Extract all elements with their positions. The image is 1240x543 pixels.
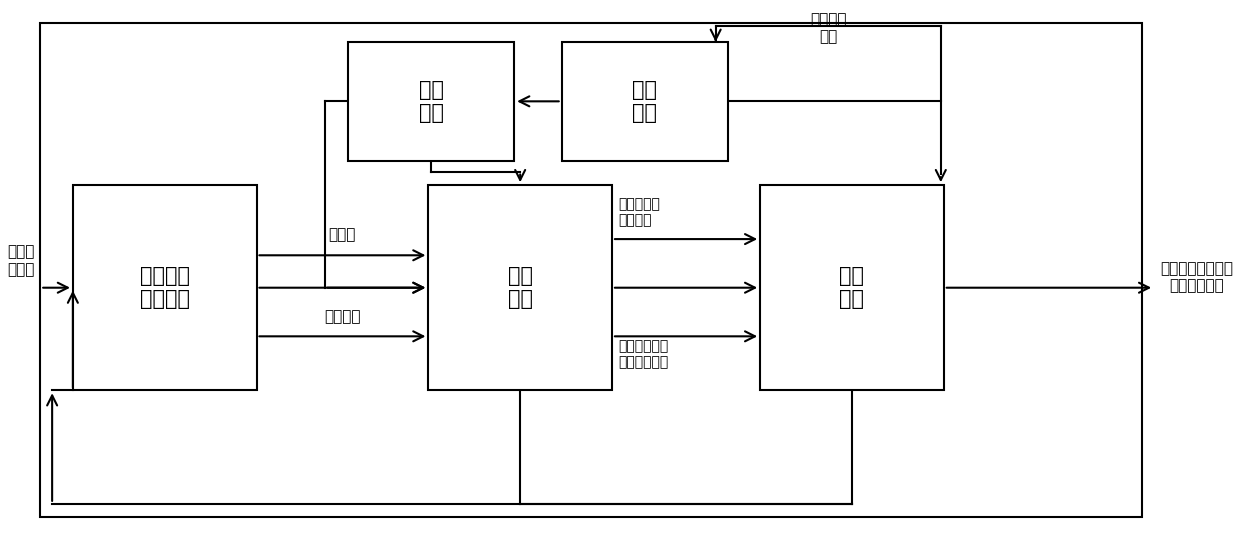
Text: 供热负荷
预报方法: 供热负荷 预报方法 <box>140 266 190 310</box>
Bar <box>760 185 944 390</box>
Text: 二级网循环水
泵变频器频率: 二级网循环水 泵变频器频率 <box>618 339 668 369</box>
Bar <box>562 42 728 161</box>
Text: 对象
模型: 对象 模型 <box>839 266 864 310</box>
Bar <box>73 185 257 390</box>
Text: 二级网供回水温度
和二级网流量: 二级网供回水温度 和二级网流量 <box>1159 261 1233 293</box>
Text: 前馈
补偿: 前馈 补偿 <box>419 80 444 123</box>
Bar <box>428 185 613 390</box>
Text: 一级网流量
阀门开度: 一级网流量 阀门开度 <box>618 197 660 227</box>
Bar <box>348 42 515 161</box>
Text: 供热负
荷序列: 供热负 荷序列 <box>7 244 35 277</box>
Text: 模型
辨识: 模型 辨识 <box>632 80 657 123</box>
Text: 环境参数
扰动: 环境参数 扰动 <box>810 12 847 45</box>
Text: 参考值: 参考值 <box>329 227 356 242</box>
Text: 预测
控制: 预测 控制 <box>507 266 533 310</box>
Text: 反馈校正: 反馈校正 <box>324 310 361 324</box>
